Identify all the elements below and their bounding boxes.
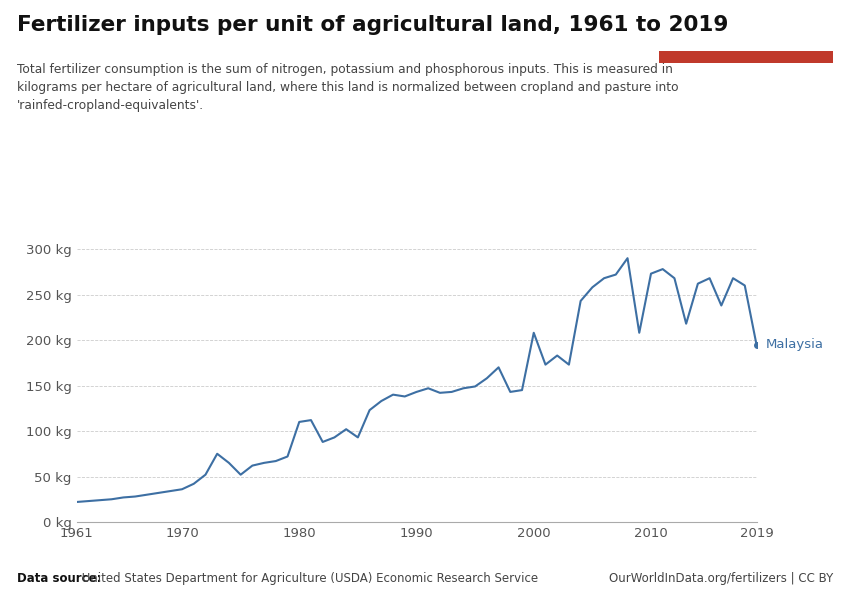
Text: Data source:: Data source: [17, 572, 101, 585]
Text: Fertilizer inputs per unit of agricultural land, 1961 to 2019: Fertilizer inputs per unit of agricultur… [17, 15, 728, 35]
Text: OurWorldInData.org/fertilizers | CC BY: OurWorldInData.org/fertilizers | CC BY [609, 572, 833, 585]
Text: Malaysia: Malaysia [766, 338, 824, 351]
Text: Our World: Our World [711, 18, 781, 31]
Text: in Data: in Data [721, 34, 771, 47]
Text: United States Department for Agriculture (USDA) Economic Research Service: United States Department for Agriculture… [78, 572, 538, 585]
FancyBboxPatch shape [659, 52, 833, 63]
Text: Total fertilizer consumption is the sum of nitrogen, potassium and phosphorous i: Total fertilizer consumption is the sum … [17, 63, 678, 112]
